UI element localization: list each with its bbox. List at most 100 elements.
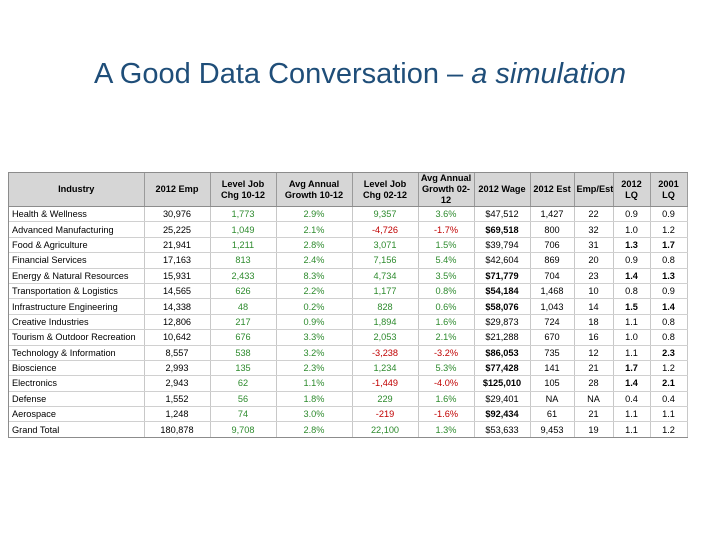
cell-emp-2012: 25,225 bbox=[144, 221, 211, 238]
cell-growth-02-12: -1.6% bbox=[418, 406, 475, 423]
table-row: Bioscience 2,993 135 2.3% 1,234 5.3% $77,428 14… bbox=[9, 360, 688, 377]
cell-job-chg-10-12: 48 bbox=[210, 298, 277, 315]
cell-est-2012: 670 bbox=[530, 329, 575, 346]
cell-lq-2001: 1.4 bbox=[650, 298, 688, 315]
cell-emp-2012: 8,557 bbox=[144, 345, 211, 361]
cell-lq-2012: 1.0 bbox=[613, 329, 651, 346]
cell-lq-2012: 1.1 bbox=[613, 421, 651, 437]
table-row: Energy & Natural Resources 15,931 2,433 8.3… bbox=[9, 268, 688, 284]
table-row: Infrastructure Engineering 14,338 48 0.2% 82… bbox=[9, 298, 688, 315]
cell-job-chg-02-12: 1,177 bbox=[352, 283, 419, 300]
cell-wage-2012: $42,604 bbox=[474, 252, 531, 269]
table-row: Creative Industries 12,806 217 0.9% 1,894 1.6… bbox=[9, 314, 688, 331]
cell-industry: Technology & Information bbox=[9, 345, 145, 361]
cell-job-chg-10-12: 135 bbox=[210, 360, 277, 377]
cell-wage-2012: $69,518 bbox=[474, 221, 531, 238]
column-header-job-chg-10-12: Level Job Chg 10-12 bbox=[210, 173, 277, 207]
cell-est-2012: 724 bbox=[530, 314, 575, 331]
table-total-row: Grand Total 180,878 9,708 2.8% 22,100 1.3% $53… bbox=[9, 421, 688, 437]
cell-wage-2012: $29,873 bbox=[474, 314, 531, 331]
cell-job-chg-10-12: 1,049 bbox=[210, 221, 277, 238]
cell-industry: Bioscience bbox=[9, 360, 145, 377]
cell-emp-per-est: 21 bbox=[574, 360, 614, 377]
cell-lq-2001: 1.1 bbox=[650, 406, 688, 423]
cell-lq-2012: 1.1 bbox=[613, 314, 651, 331]
cell-growth-10-12: 1.1% bbox=[276, 375, 353, 392]
cell-growth-10-12: 8.3% bbox=[276, 268, 353, 284]
cell-wage-2012: $54,184 bbox=[474, 283, 531, 300]
cell-growth-02-12: -3.2% bbox=[418, 345, 475, 361]
cell-industry: Energy & Natural Resources bbox=[9, 268, 145, 284]
cell-wage-2012: $125,010 bbox=[474, 375, 531, 392]
column-header-growth-10-12: Avg Annual Growth 10-12 bbox=[276, 173, 353, 207]
cell-industry: Health & Wellness bbox=[9, 206, 145, 223]
cell-est-2012: 61 bbox=[530, 406, 575, 423]
cell-wage-2012: $39,794 bbox=[474, 237, 531, 254]
cell-growth-02-12: -1.7% bbox=[418, 221, 475, 238]
cell-lq-2001: 0.9 bbox=[650, 206, 688, 223]
cell-growth-10-12: 3.2% bbox=[276, 345, 353, 361]
table-row: Electronics 2,943 62 1.1% -1,449 -4.0% $125,01… bbox=[9, 375, 688, 392]
cell-industry: Creative Industries bbox=[9, 314, 145, 331]
cell-industry: Food & Agriculture bbox=[9, 237, 145, 254]
table-row: Technology & Information 8,557 538 3.2% -3,2… bbox=[9, 345, 688, 361]
table-row: Financial Services 17,163 813 2.4% 7,156 5.4%… bbox=[9, 252, 688, 269]
cell-lq-2001: 0.9 bbox=[650, 283, 688, 300]
cell-growth-02-12: 3.6% bbox=[418, 206, 475, 223]
cell-emp-2012: 17,163 bbox=[144, 252, 211, 269]
table-row: Food & Agriculture 21,941 1,211 2.8% 3,071 1.… bbox=[9, 237, 688, 254]
cell-lq-2001: 1.2 bbox=[650, 360, 688, 377]
cell-growth-02-12: 1.6% bbox=[418, 314, 475, 331]
column-header-emp-per-est: Emp/Est bbox=[574, 173, 614, 207]
cell-emp-2012: 21,941 bbox=[144, 237, 211, 254]
cell-est-2012: 1,468 bbox=[530, 283, 575, 300]
cell-job-chg-10-12: 1,773 bbox=[210, 206, 277, 223]
cell-growth-02-12: 0.8% bbox=[418, 283, 475, 300]
column-header-wage-2012: 2012 Wage bbox=[474, 173, 531, 207]
cell-job-chg-02-12: 4,734 bbox=[352, 268, 419, 284]
cell-job-chg-02-12: 22,100 bbox=[352, 421, 419, 437]
slide-title-emphasis: a simulation bbox=[471, 58, 626, 90]
cell-wage-2012: $21,288 bbox=[474, 329, 531, 346]
cell-job-chg-02-12: -1,449 bbox=[352, 375, 419, 392]
cell-lq-2001: 0.4 bbox=[650, 391, 688, 408]
cell-lq-2001: 2.3 bbox=[650, 345, 688, 361]
cell-lq-2012: 0.9 bbox=[613, 206, 651, 223]
cell-job-chg-02-12: 1,234 bbox=[352, 360, 419, 377]
cell-est-2012: 141 bbox=[530, 360, 575, 377]
cell-growth-10-12: 2.4% bbox=[276, 252, 353, 269]
cell-job-chg-02-12: 7,156 bbox=[352, 252, 419, 269]
cell-growth-10-12: 0.9% bbox=[276, 314, 353, 331]
cell-est-2012: 800 bbox=[530, 221, 575, 238]
cell-job-chg-10-12: 217 bbox=[210, 314, 277, 331]
cell-lq-2012: 1.1 bbox=[613, 406, 651, 423]
cell-industry: Infrastructure Engineering bbox=[9, 298, 145, 315]
cell-est-2012: 1,043 bbox=[530, 298, 575, 315]
cell-job-chg-10-12: 813 bbox=[210, 252, 277, 269]
cell-emp-2012: 180,878 bbox=[144, 421, 211, 437]
cell-wage-2012: $53,633 bbox=[474, 421, 531, 437]
cell-lq-2012: 1.7 bbox=[613, 360, 651, 377]
table-row: Tourism & Outdoor Recreation 10,642 676 3.3… bbox=[9, 329, 688, 346]
cell-job-chg-02-12: 1,894 bbox=[352, 314, 419, 331]
cell-est-2012: 706 bbox=[530, 237, 575, 254]
cell-emp-2012: 15,931 bbox=[144, 268, 211, 284]
cell-emp-per-est: 20 bbox=[574, 252, 614, 269]
cell-growth-02-12: 1.5% bbox=[418, 237, 475, 254]
cell-growth-10-12: 3.0% bbox=[276, 406, 353, 423]
cell-est-2012: 735 bbox=[530, 345, 575, 361]
cell-est-2012: NA bbox=[530, 391, 575, 408]
industry-data-table: Industry 2012 Emp Level Job Chg 10-12 Avg A… bbox=[8, 172, 688, 438]
cell-industry: Advanced Manufacturing bbox=[9, 221, 145, 238]
cell-job-chg-02-12: -4,726 bbox=[352, 221, 419, 238]
cell-emp-2012: 14,338 bbox=[144, 298, 211, 315]
cell-lq-2001: 1.2 bbox=[650, 421, 688, 437]
cell-job-chg-10-12: 676 bbox=[210, 329, 277, 346]
cell-lq-2001: 1.7 bbox=[650, 237, 688, 254]
cell-lq-2001: 0.8 bbox=[650, 329, 688, 346]
table-row: Health & Wellness 30,976 1,773 2.9% 9,357 3.6… bbox=[9, 206, 688, 223]
cell-job-chg-02-12: -3,238 bbox=[352, 345, 419, 361]
cell-emp-per-est: 10 bbox=[574, 283, 614, 300]
cell-emp-2012: 2,993 bbox=[144, 360, 211, 377]
cell-growth-10-12: 2.1% bbox=[276, 221, 353, 238]
